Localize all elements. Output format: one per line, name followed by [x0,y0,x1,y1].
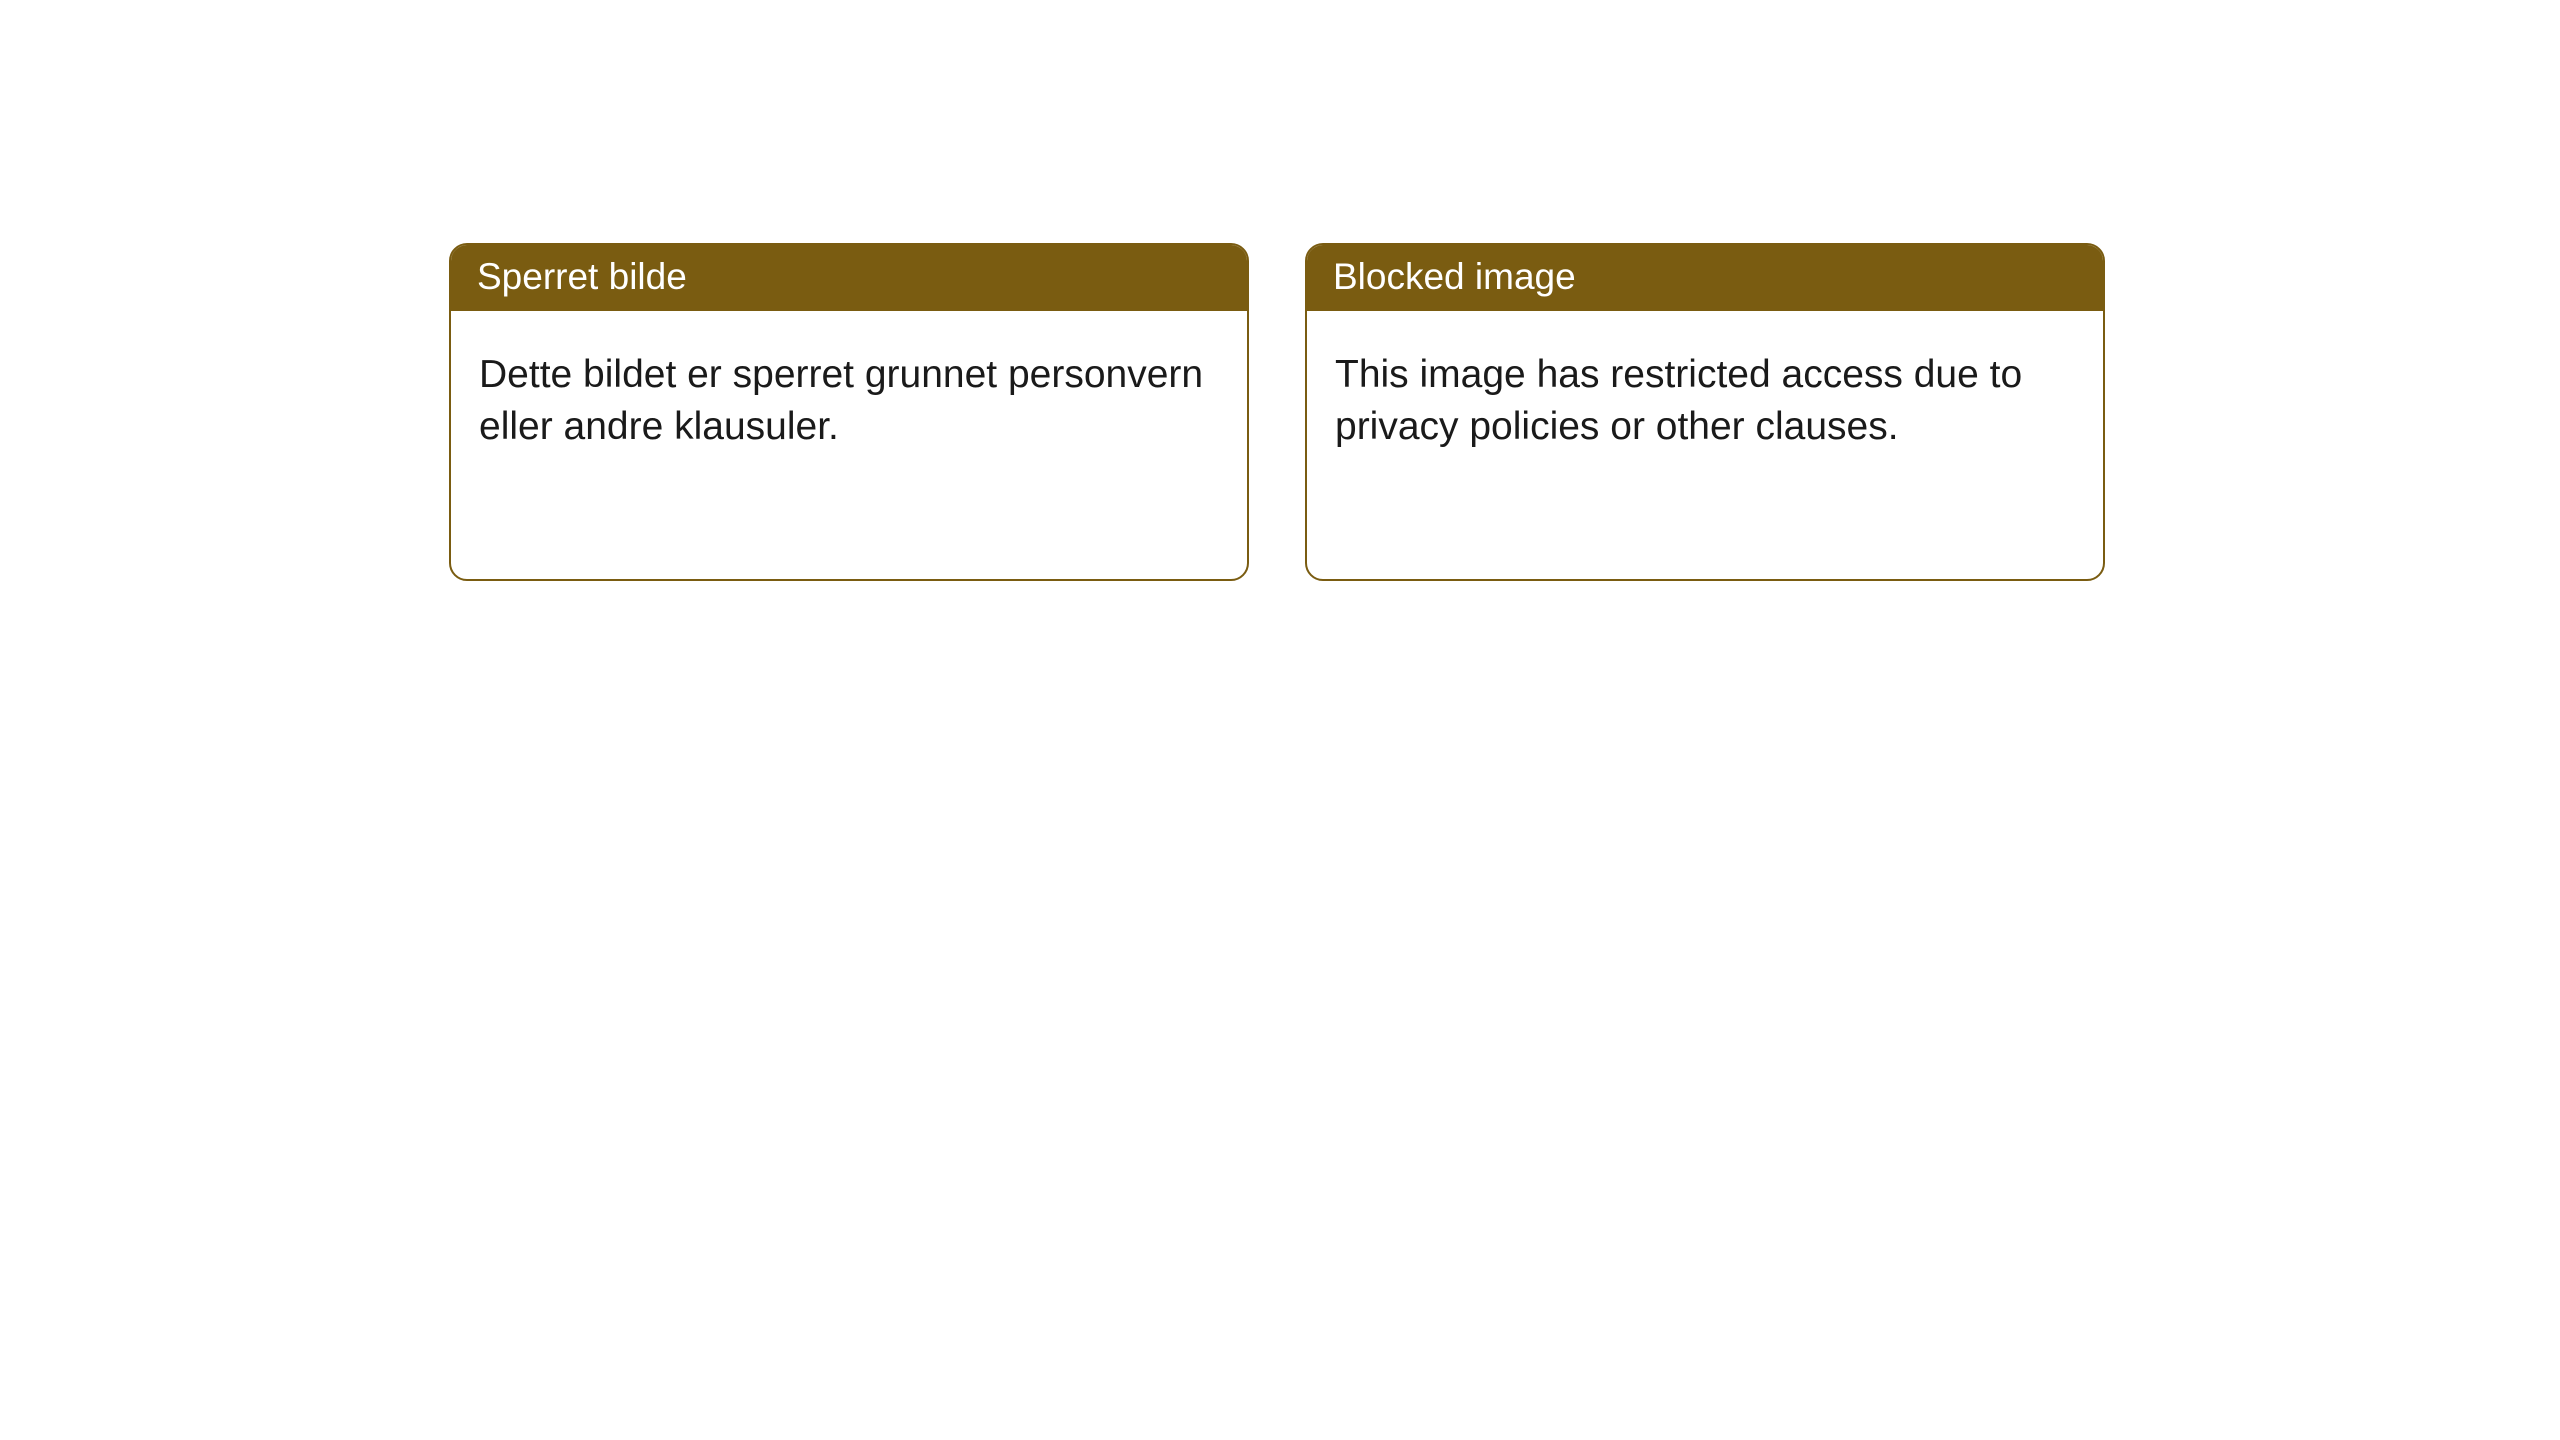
notice-header: Blocked image [1307,245,2103,311]
notice-header: Sperret bilde [451,245,1247,311]
notice-container: Sperret bilde Dette bildet er sperret gr… [0,0,2560,581]
notice-card-english: Blocked image This image has restricted … [1305,243,2105,581]
notice-card-norwegian: Sperret bilde Dette bildet er sperret gr… [449,243,1249,581]
notice-body: This image has restricted access due to … [1307,311,2103,480]
notice-body: Dette bildet er sperret grunnet personve… [451,311,1247,480]
